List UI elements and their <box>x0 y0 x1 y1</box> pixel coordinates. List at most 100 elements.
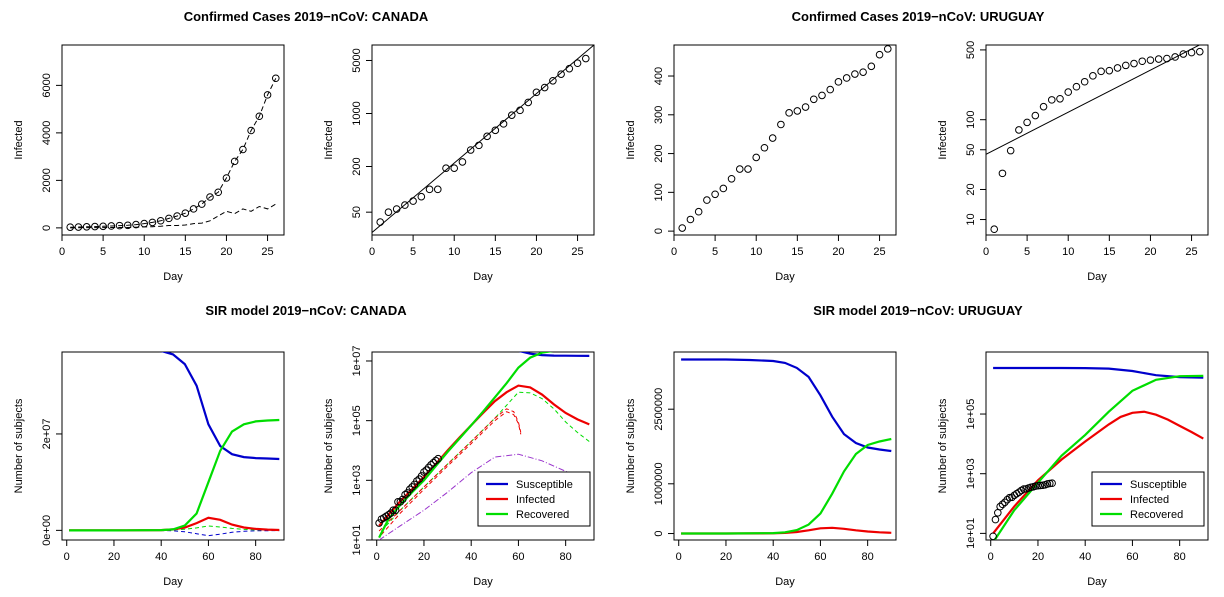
plot-area <box>69 352 280 537</box>
data-point <box>263 91 272 99</box>
data-point <box>994 508 1002 517</box>
dashed-series-line <box>70 203 277 229</box>
x-tick-label: 80 <box>560 551 572 563</box>
data-point <box>752 153 761 162</box>
data-point <box>1105 66 1114 75</box>
data-point <box>375 519 383 527</box>
data-point <box>82 223 91 231</box>
data-point <box>115 221 124 230</box>
data-point <box>394 498 402 506</box>
y-tick-label: 50 <box>965 144 977 156</box>
y-axis-label: Number of subjects <box>13 398 25 493</box>
plot-area <box>375 352 590 540</box>
legend-label-infected: Infected <box>516 494 555 506</box>
title-sir-uruguay: SIR model 2019−nCoV: URUGUAY <box>813 303 1023 318</box>
y-tick-label: 2500000 <box>653 388 665 431</box>
x-axis-label: Day <box>163 271 183 283</box>
y-tick-label: 100 <box>653 183 665 201</box>
data-point <box>99 222 107 231</box>
x-axis-label: Day <box>775 576 795 588</box>
y-tick-label: 500 <box>965 41 977 59</box>
panel-uruguay_sir_log: 0 20 40 60 80 1e+01 1e+03 1e+05 Day Number of sub… <box>937 351 1209 588</box>
legend-label-susceptible: Susceptible <box>516 479 573 491</box>
data-point <box>507 111 516 119</box>
y-tick-label: 2e+07 <box>41 418 53 449</box>
data-point <box>1006 146 1015 155</box>
data-point <box>424 463 433 472</box>
panel-uruguay_cases_linear: 0 5 10 15 20 25 0 100 200 300 400 Day Infected <box>625 44 897 283</box>
data-point <box>156 216 165 225</box>
y-tick-label: 10 <box>965 213 977 225</box>
legend: Susceptible Infected Recovered <box>477 471 591 527</box>
x-tick-label: 25 <box>873 246 885 258</box>
y-tick-label: 1e+03 <box>351 465 363 496</box>
x-tick-label: 10 <box>448 246 460 258</box>
y-tick-label: 20 <box>965 183 977 195</box>
y-tick-label: 400 <box>653 67 665 85</box>
data-point <box>991 515 1000 524</box>
data-point <box>392 205 401 213</box>
y-tick-label: 300 <box>653 106 665 124</box>
data-point <box>429 458 438 467</box>
data-point <box>401 490 409 499</box>
plot-frame <box>371 44 595 236</box>
data-point <box>989 532 997 540</box>
y-tick-label: 1e+07 <box>351 346 363 377</box>
data-point <box>883 45 892 53</box>
data-point <box>809 95 818 104</box>
title-sir-canada: SIR model 2019−nCoV: CANADA <box>205 303 407 318</box>
data-point <box>123 221 132 230</box>
x-tick-label: 25 <box>1185 246 1197 258</box>
data-point <box>230 157 239 166</box>
data-point <box>422 466 431 474</box>
x-tick-label: 20 <box>530 246 542 258</box>
data-point <box>405 485 414 494</box>
x-tick-label: 80 <box>862 551 874 563</box>
dashed-line <box>381 411 522 536</box>
data-point <box>417 192 426 201</box>
data-point <box>540 83 549 92</box>
x-tick-label: 20 <box>720 551 732 563</box>
data-point <box>801 103 810 111</box>
data-point <box>466 146 475 154</box>
panel-uruguay_cases_log: 0 5 10 15 20 25 10 20 50 100 500 Day Infected <box>937 41 1209 283</box>
data-point <box>427 461 435 469</box>
data-point <box>396 498 405 506</box>
data-point <box>760 143 769 152</box>
x-tick-label: 10 <box>1062 246 1074 258</box>
data-point <box>851 70 859 78</box>
y-tick-label: 4000 <box>41 121 53 145</box>
x-axis-label: Day <box>163 576 183 588</box>
y-tick-label: 1e+05 <box>351 405 363 436</box>
data-point <box>581 54 590 63</box>
data-point <box>516 106 524 115</box>
y-tick-label: 5000 <box>351 48 363 72</box>
x-tick-label: 0 <box>676 551 682 563</box>
x-tick-label: 0 <box>983 246 989 258</box>
x-tick-label: 0 <box>59 246 65 258</box>
data-point <box>1019 485 1028 493</box>
data-point <box>557 70 565 78</box>
data-point <box>91 222 99 231</box>
data-point <box>475 141 483 150</box>
data-point <box>1003 495 1012 504</box>
legend-label-susceptible: Susceptible <box>1130 479 1187 491</box>
data-point <box>686 215 695 224</box>
legend-label-recovered: Recovered <box>516 509 569 521</box>
data-point <box>818 91 826 100</box>
data-point <box>425 185 434 194</box>
y-axis-label: Infected <box>13 120 25 159</box>
data-point <box>1056 94 1064 103</box>
title-cases-uruguay: Confirmed Cases 2019−nCoV: URUGUAY <box>792 9 1045 24</box>
data-point <box>450 164 459 172</box>
y-tick-label: 6000 <box>41 73 53 97</box>
data-point <box>66 223 75 231</box>
y-axis-label: Infected <box>625 120 637 159</box>
plot-frame <box>371 351 595 541</box>
x-tick-label: 40 <box>465 551 477 563</box>
data-point <box>1138 57 1147 66</box>
plot-area <box>66 74 280 231</box>
data-point <box>384 510 393 519</box>
data-point <box>565 64 574 73</box>
data-point <box>1146 56 1155 64</box>
